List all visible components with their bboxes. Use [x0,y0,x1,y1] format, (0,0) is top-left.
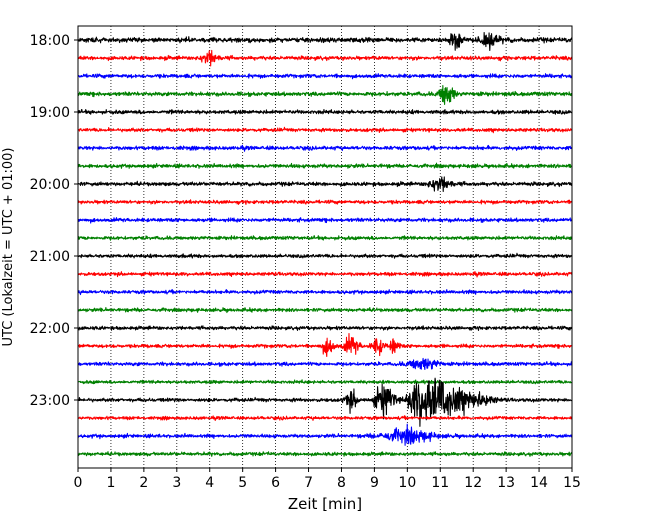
x-tick-label: 6 [271,475,280,491]
trace-2200 [77,325,573,331]
trace-1815 [77,49,573,67]
x-tick-label: 4 [205,475,214,491]
x-tick-label: 12 [464,475,482,491]
trace-2315 [77,415,573,422]
x-tick-label: 14 [530,475,548,491]
y-tick-label: 18:00 [30,33,70,49]
trace-1830 [77,73,573,80]
trace-2345 [77,451,573,457]
trace-2300 [77,377,573,427]
x-tick-label: 7 [304,475,313,491]
trace-2000 [77,176,573,192]
x-axis-ticks: 0 1 2 3 4 5 6 7 8 9 10 11 12 13 14 15 [74,468,581,491]
trace-1945 [77,162,573,169]
y-tick-label: 20:00 [30,177,70,193]
x-tick-label: 15 [563,475,581,491]
x-tick-label: 1 [106,475,115,491]
x-tick-label: 9 [370,475,379,491]
x-tick-label: 2 [139,475,148,491]
trace-1900 [77,108,573,115]
x-tick-label: 10 [398,475,416,491]
x-axis-label: Zeit [min] [288,495,362,513]
trace-2145 [77,306,573,314]
x-tick-label: 13 [497,475,515,491]
x-tick-label: 5 [238,475,247,491]
trace-2230 [77,357,573,370]
x-tick-label: 11 [431,475,449,491]
trace-1800 [77,31,573,52]
trace-2245 [77,379,573,385]
trace-2100 [77,252,573,259]
trace-2045 [77,235,573,241]
trace-1915 [77,126,573,134]
y-tick-label: 19:00 [30,105,70,121]
x-tick-label: 3 [172,475,181,491]
trace-1845 [77,85,573,105]
x-tick-label: 0 [74,475,83,491]
trace-2330 [77,423,573,446]
trace-2215 [77,333,573,358]
y-tick-label: 22:00 [30,321,70,337]
y-tick-label: 23:00 [30,393,70,409]
plot-frame [77,25,573,469]
traces-group [77,31,573,457]
y-axis-ticks: 18:00 19:00 20:00 21:00 22:00 23:00 [30,33,78,409]
trace-2015 [77,199,573,205]
trace-1930 [77,144,573,152]
trace-2030 [77,217,573,224]
trace-2115 [77,270,573,278]
y-axis-label: UTC (Lokalzeit = UTC + 01:00) [1,148,16,347]
x-tick-label: 8 [337,475,346,491]
trace-2130 [77,288,573,296]
y-tick-label: 21:00 [30,249,70,265]
